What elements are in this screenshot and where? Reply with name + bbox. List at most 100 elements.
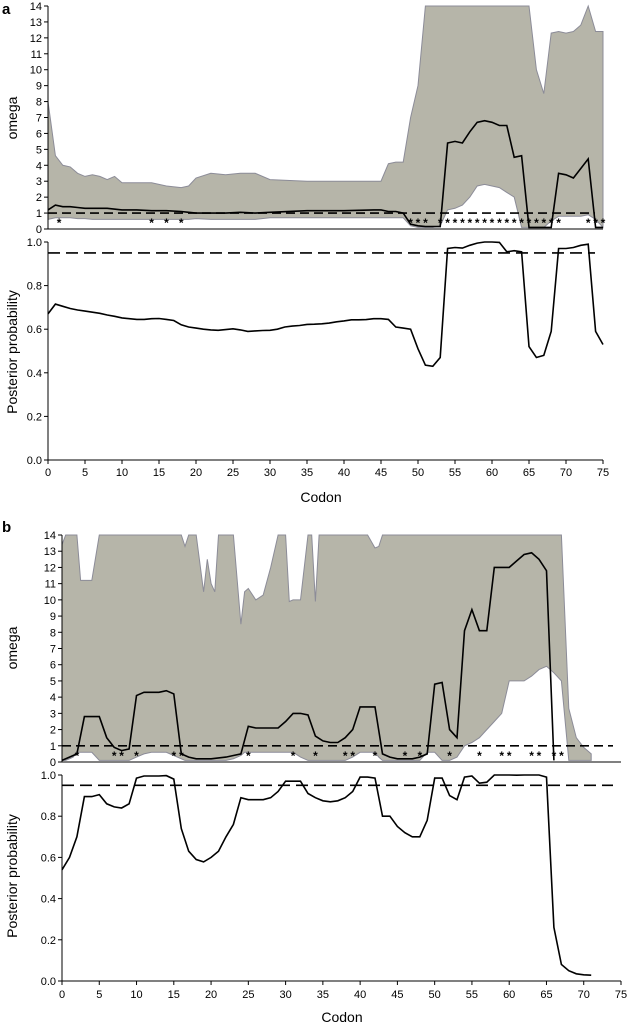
panel-b-omega-ytick-label: 7: [50, 644, 56, 656]
panel-a-xtick-label: 45: [375, 467, 387, 479]
panel-a-omega-ytick-label: 7: [36, 113, 42, 125]
panel-a-omega-ytick-label: 5: [36, 144, 42, 156]
panel-a-significance-star: *: [475, 216, 480, 230]
panel-a-posterior-line-0: [47, 241, 604, 368]
panel-b-omega-ytick-label: 13: [44, 546, 56, 558]
panel-b-significance-star: *: [75, 749, 80, 763]
panel-a-omega-ytick-label: 11: [31, 49, 42, 61]
panel-a-xtick-label: 20: [190, 467, 202, 479]
panel-b-xtick-label: 65: [540, 989, 552, 1001]
panel-b-omega-plot: * * * * * * * * * * * * * * * * * * * * * *012345678910111213…: [44, 530, 621, 769]
panel-b-significance-star: *: [552, 749, 557, 763]
panel-b-omega-ylabel: omega: [4, 626, 20, 669]
panel-a-significance-star: *: [445, 216, 450, 230]
panel-b-xtick-label: 70: [578, 989, 590, 1001]
panel-b-omega-ytick-label: 5: [50, 676, 56, 688]
panel-a-significance-star: *: [504, 216, 509, 230]
panel-b-omega-line-0: [61, 551, 555, 762]
panel-b-significance-star: *: [477, 749, 482, 763]
panel-a-significance-star: *: [416, 216, 421, 230]
panel-a-omega-ytick-label: 3: [36, 176, 42, 188]
panel-a-xtick-label: 10: [116, 467, 128, 479]
panel-b-posterior-ytick-label: 0.4: [41, 894, 56, 906]
panel-b-omega-ytick-label: 9: [50, 611, 56, 623]
panel-a-xtick-label: 40: [338, 467, 350, 479]
panel-b-xtick-label: 15: [168, 989, 180, 1001]
panel-b-significance-star: *: [507, 749, 512, 763]
panel-b-significance-star: *: [313, 749, 318, 763]
panel-a-significance-star: *: [556, 216, 561, 230]
panel-a-significance-star: *: [467, 216, 472, 230]
panel-a-posterior-ytick-label: 0.6: [27, 324, 42, 336]
panel-b-omega-ytick-label: 14: [44, 530, 56, 542]
panel-b-significance-star: *: [179, 749, 184, 763]
panel-b-posterior-ytick-label: 0.6: [41, 852, 56, 864]
panel-a-significance-star: *: [593, 216, 598, 230]
panel-b-xtick-label: 40: [354, 989, 366, 1001]
panel-a-significance-star: *: [549, 216, 554, 230]
panel-a-significance-star: *: [512, 216, 517, 230]
panel-a-posterior-ytick-label: 0.4: [27, 368, 42, 380]
panel-a-significance-star: *: [519, 216, 524, 230]
panel-b-posterior-ytick-label: 1.0: [41, 770, 56, 782]
panel-b-omega-ytick-label: 10: [44, 595, 56, 607]
panel-b-confidence-band: [61, 534, 592, 761]
panel-a-xlabel: Codon: [300, 489, 341, 505]
panel-a-xtick-label: 75: [597, 467, 609, 479]
panel-a-significance-star: *: [179, 216, 184, 230]
panel-b-significance-star: *: [373, 749, 378, 763]
panel-a-omega-ytick-label: 10: [30, 65, 42, 77]
panel-a-omega-ytick-label: 1: [36, 208, 42, 220]
panel-b-omega-ytick-label: 4: [50, 692, 56, 704]
panel-b-xtick-label: 50: [429, 989, 441, 1001]
panel-a-omega-ytick-label: 8: [36, 97, 42, 109]
panel-a-omega-ytick-label: 13: [30, 17, 42, 29]
panel-a-significance-star: *: [586, 216, 591, 230]
panel-b-significance-star: *: [417, 749, 422, 763]
panel-b-posterior-line-0: [61, 774, 592, 976]
panel-a-xtick-label: 25: [227, 467, 239, 479]
panel-b-significance-star: *: [171, 749, 176, 763]
panel-a-posterior-ytick-label: 1.0: [27, 237, 42, 249]
panel-a-confidence-band: [47, 4, 604, 229]
panel-b-xtick-label: 30: [279, 989, 291, 1001]
panel-b-significance-star: *: [134, 749, 139, 763]
panel-b-omega-ytick-label: 2: [50, 725, 56, 737]
panel-b-omega-ytick-label: 1: [50, 741, 56, 753]
panel-a-significance-star: *: [497, 216, 502, 230]
panel-a-significance-star: *: [438, 216, 443, 230]
panel-a-significance-star: *: [164, 216, 169, 230]
panel-a-omega-ytick-label: 12: [30, 33, 42, 45]
panel-a-xtick-label: 5: [82, 467, 88, 479]
panel-a-xtick-label: 70: [560, 467, 572, 479]
panel-b-omega-ytick-label: 6: [50, 660, 56, 672]
panel-a-significance-star: *: [453, 216, 458, 230]
panel-b-posterior-ytick-label: 0.8: [41, 811, 56, 823]
panel-b-xtick-label: 55: [466, 989, 478, 1001]
panel-b-significance-star: *: [343, 749, 348, 763]
panel-b-significance-star: *: [119, 749, 124, 763]
panel-b-xtick-label: 45: [391, 989, 403, 1001]
panel-b-posterior-plot: 0.0 0.2 0.4 0.6 0.8 1.0 0 5 10 15 20 25 30 35 40 45 50 55…: [41, 770, 627, 1001]
panel-b-significance-star: *: [291, 749, 296, 763]
panel-b-significance-star: *: [112, 749, 117, 763]
panel-b-xtick-label: 35: [317, 989, 329, 1001]
panel-a-omega-ytick-label: 14: [30, 1, 42, 13]
panel-a-omega-ylabel: omega: [4, 96, 20, 139]
panel-b-omega-ytick-label: 12: [44, 562, 56, 574]
panel-b-xtick-label: 0: [59, 989, 65, 1001]
panel-a-xtick-label: 65: [523, 467, 535, 479]
panel-a-significance-star: *: [482, 216, 487, 230]
panel-a-significance-star: *: [149, 216, 154, 230]
panel-b-significance-star: *: [447, 749, 452, 763]
panel-label-b: b: [2, 519, 11, 536]
panel-b-omega-ytick-label: 8: [50, 627, 56, 639]
panel-a-omega-line-0: [47, 119, 603, 229]
panel-b-significance-star: *: [246, 749, 251, 763]
panel-a-xtick-label: 50: [412, 467, 424, 479]
panel-b-posterior-ytick-label: 0.0: [41, 976, 56, 988]
panel-a-xtick-label: 30: [264, 467, 276, 479]
panel-a-significance-star: *: [57, 216, 62, 230]
panel-a-omega-ytick-label: 6: [36, 128, 42, 140]
